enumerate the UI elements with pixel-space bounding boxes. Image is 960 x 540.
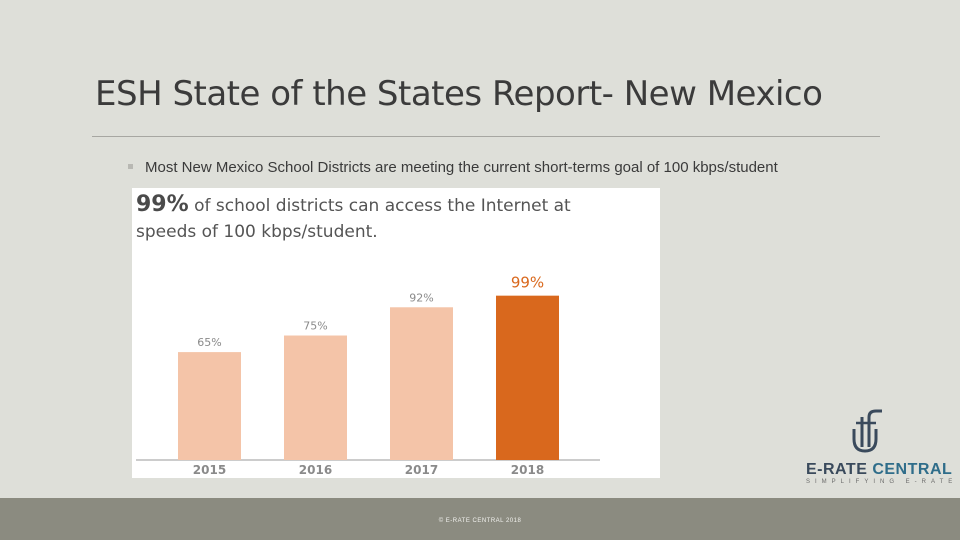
- slide-title: ESH State of the States Report- New Mexi…: [95, 74, 823, 114]
- bullet-marker-icon: [128, 164, 133, 169]
- logo-name: E-RATE CENTRAL: [806, 461, 952, 479]
- chart-headline: 99% of school districts can access the I…: [136, 192, 571, 245]
- bullet-text: Most New Mexico School Districts are mee…: [145, 159, 778, 176]
- logo-name-part1: E-RATE: [806, 461, 868, 478]
- value-label-2018: 99%: [511, 274, 544, 292]
- footer-bar: © E-RATE CENTRAL 2018: [0, 498, 960, 540]
- bar-2017: [390, 307, 453, 460]
- category-label-2015: 2015: [193, 463, 226, 477]
- company-logo: E-RATE CENTRAL SIMPLIFYING E-RATE: [800, 405, 952, 487]
- footer-copyright: © E-RATE CENTRAL 2018: [438, 518, 522, 524]
- headline-text-line1: of school districts can access the Inter…: [194, 196, 571, 216]
- bar-2015: [178, 352, 241, 460]
- headline-percent: 99%: [136, 192, 189, 217]
- bar-2018: [496, 295, 559, 460]
- bullet-item: Most New Mexico School Districts are mee…: [128, 159, 778, 176]
- value-label-2017: 92%: [409, 291, 433, 304]
- headline-text-line2: speeds of 100 kbps/student.: [136, 222, 378, 242]
- value-label-2016: 75%: [303, 320, 327, 333]
- category-label-2017: 2017: [405, 463, 438, 477]
- title-divider: [92, 136, 880, 137]
- value-label-2015: 65%: [197, 336, 221, 349]
- logo-name-part2: CENTRAL: [872, 461, 953, 478]
- bar-2016: [284, 335, 347, 460]
- chart-panel: 99% of school districts can access the I…: [132, 188, 660, 478]
- e-rate-central-logo-icon: [852, 409, 882, 453]
- category-label-2018: 2018: [511, 463, 544, 477]
- bar-chart: 65% 2015 75% 2016 92% 2017 99% 2018: [136, 274, 600, 477]
- category-label-2016: 2016: [299, 463, 332, 477]
- logo-tagline: SIMPLIFYING E-RATE: [806, 479, 958, 485]
